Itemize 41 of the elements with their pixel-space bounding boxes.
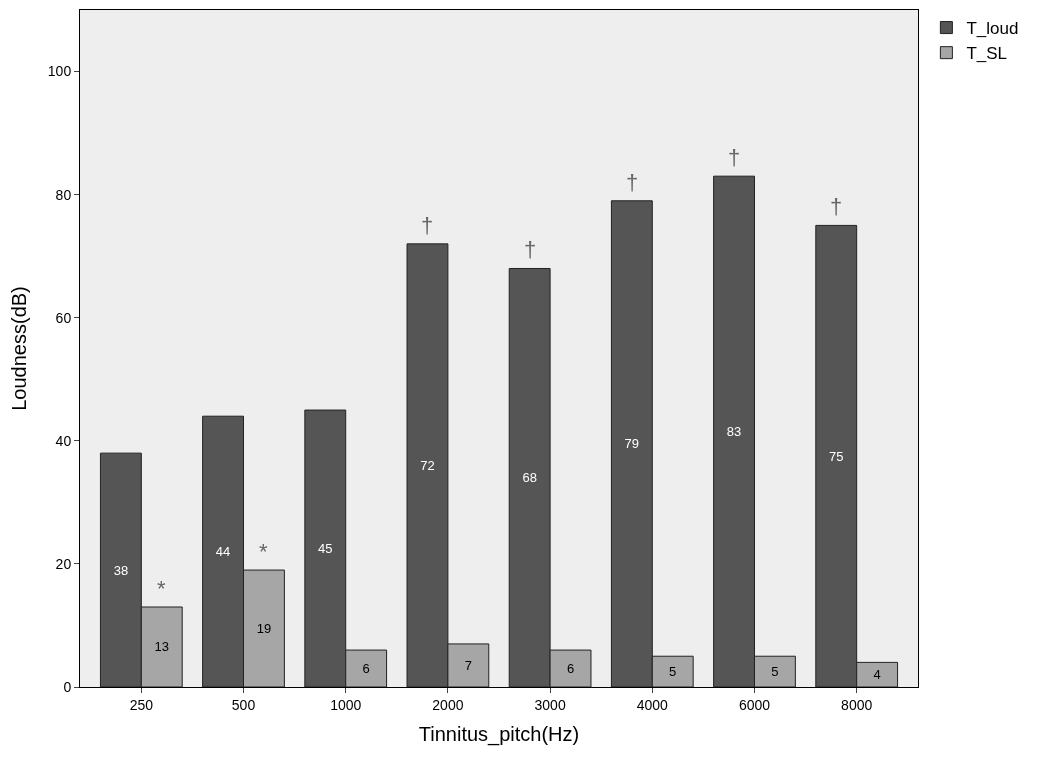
x-tick-label: 1000 bbox=[330, 696, 362, 713]
y-tick-label: 40 bbox=[55, 432, 72, 449]
legend-label: T_loud bbox=[966, 19, 1019, 39]
y-axis-title: Loudness(dB) bbox=[8, 286, 31, 411]
data-label: 13 bbox=[154, 639, 169, 655]
x-tick-label: 500 bbox=[231, 696, 256, 713]
x-tick-label: 6000 bbox=[738, 696, 771, 713]
data-label: 4 bbox=[873, 667, 881, 683]
annotation: † bbox=[830, 194, 843, 219]
data-label: 83 bbox=[726, 424, 742, 440]
data-label: 19 bbox=[256, 621, 272, 637]
data-label: 5 bbox=[669, 664, 677, 680]
x-tick-label: 250 bbox=[129, 696, 154, 713]
x-axis-title: Tinnitus_pitch(Hz) bbox=[418, 723, 580, 747]
data-label: 5 bbox=[771, 664, 779, 680]
data-label: 75 bbox=[829, 448, 844, 464]
y-tick-label: 100 bbox=[47, 63, 72, 80]
annotation: * bbox=[157, 576, 166, 601]
y-tick-label: 0 bbox=[63, 678, 72, 695]
legend-label: T_SL bbox=[966, 44, 1008, 64]
data-label: 7 bbox=[464, 657, 472, 673]
data-label: 44 bbox=[215, 544, 231, 560]
x-tick-label: 8000 bbox=[841, 696, 873, 713]
y-tick-label: 20 bbox=[55, 555, 72, 572]
y-tick-label: 60 bbox=[55, 309, 72, 326]
y-tick-label: 80 bbox=[55, 186, 72, 203]
annotation: * bbox=[259, 539, 268, 564]
annotation: † bbox=[728, 145, 741, 170]
data-label: 45 bbox=[318, 541, 333, 557]
data-label: 6 bbox=[362, 661, 370, 677]
x-tick-label: 2000 bbox=[432, 696, 464, 713]
data-label: 72 bbox=[420, 457, 435, 473]
annotation: † bbox=[524, 237, 537, 262]
annotation: † bbox=[626, 170, 639, 195]
data-label: 68 bbox=[522, 470, 537, 486]
x-tick-label: 4000 bbox=[636, 696, 669, 713]
x-tick-label: 3000 bbox=[534, 696, 566, 713]
data-label: 6 bbox=[566, 661, 575, 677]
annotation: † bbox=[421, 213, 434, 238]
data-label: 79 bbox=[624, 436, 640, 452]
data-label: 38 bbox=[113, 562, 129, 578]
